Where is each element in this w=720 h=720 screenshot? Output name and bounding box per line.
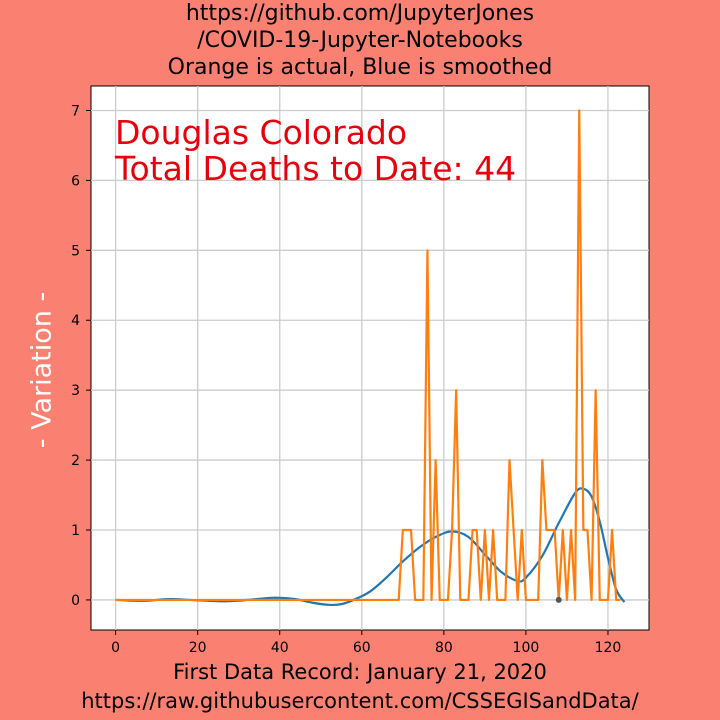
y-tick-label: 6 [71, 173, 80, 189]
series-line-actual [115, 109, 621, 602]
y-tick-label: 5 [71, 243, 80, 259]
title-line-1: https://github.com/JupyterJones [185, 1, 535, 26]
x-tick-label: 60 [353, 640, 371, 656]
data-source-url: https://raw.githubusercontent.com/CSSEGI… [81, 689, 639, 713]
series-group [115, 109, 626, 607]
x-tick-label: 80 [435, 640, 453, 656]
grid [91, 86, 649, 630]
x-tick-label: 100 [513, 640, 540, 656]
x-tick-label: 40 [271, 640, 289, 656]
y-tick-label: 2 [71, 453, 80, 469]
title-line-3: Orange is actual, Blue is smoothed [167, 55, 553, 80]
y-axis-label: - Variation - [26, 291, 58, 449]
title-line-2: /COVID-19-Jupyter-Notebooks [197, 28, 523, 53]
x-tick-label: 0 [111, 640, 120, 656]
x-axis: 0 20 40 60 80 100 120 [111, 630, 621, 656]
annotation-total: Total Deaths to Date: 44 [115, 149, 517, 188]
y-tick-label: 0 [71, 593, 80, 609]
annotation: Douglas Colorado Total Deaths to Date: 4… [115, 115, 516, 187]
y-tick-label: 3 [71, 383, 80, 399]
x-tick-label: 120 [595, 640, 622, 656]
chart-title: https://github.com/JupyterJones /COVID-1… [0, 0, 720, 81]
annotation-location: Douglas Colorado [115, 113, 408, 152]
y-axis: 0 1 2 3 4 5 6 7 [71, 103, 91, 609]
y-tick-label: 4 [71, 313, 80, 329]
x-axis-label: First Data Record: January 21, 2020 [173, 660, 547, 684]
y-tick-label: 7 [71, 103, 80, 119]
marker-point [555, 596, 562, 603]
y-tick-label: 1 [71, 523, 80, 539]
x-tick-label: 20 [189, 640, 207, 656]
